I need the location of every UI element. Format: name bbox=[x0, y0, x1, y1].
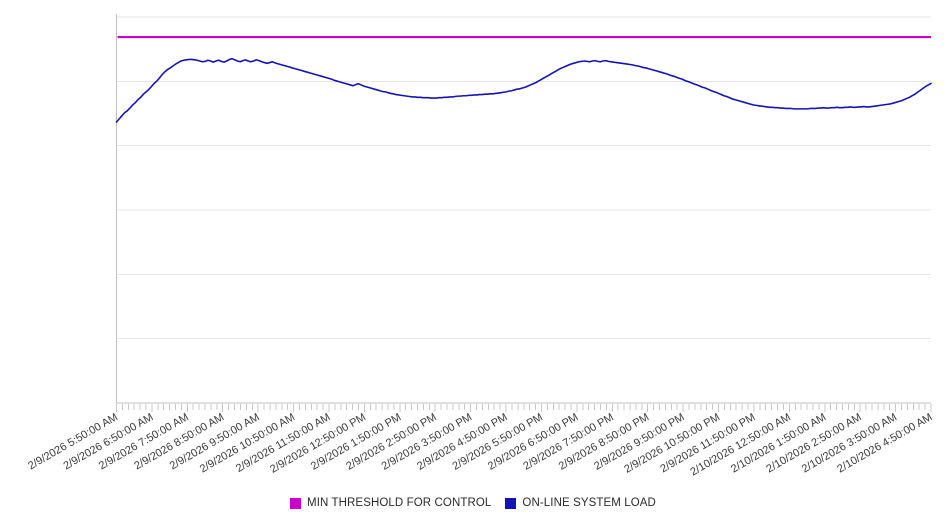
legend-item-on-line-system-load[interactable]: ON-LINE SYSTEM LOAD bbox=[505, 497, 656, 509]
legend-swatch-icon bbox=[505, 497, 517, 509]
legend-label: ON-LINE SYSTEM LOAD bbox=[522, 497, 656, 509]
legend-label: MIN THRESHOLD FOR CONTROL bbox=[307, 497, 492, 509]
axis-lines bbox=[116, 14, 931, 404]
series-on-line-system-load bbox=[115, 57, 932, 123]
legend-item-min-threshold-for-control[interactable]: MIN THRESHOLD FOR CONTROL bbox=[290, 497, 491, 509]
chart-legend: MIN THRESHOLD FOR CONTROL ON-LINE SYSTEM… bbox=[0, 497, 946, 509]
legend-swatch-icon bbox=[290, 497, 302, 509]
x-axis-ticks bbox=[116, 404, 932, 412]
